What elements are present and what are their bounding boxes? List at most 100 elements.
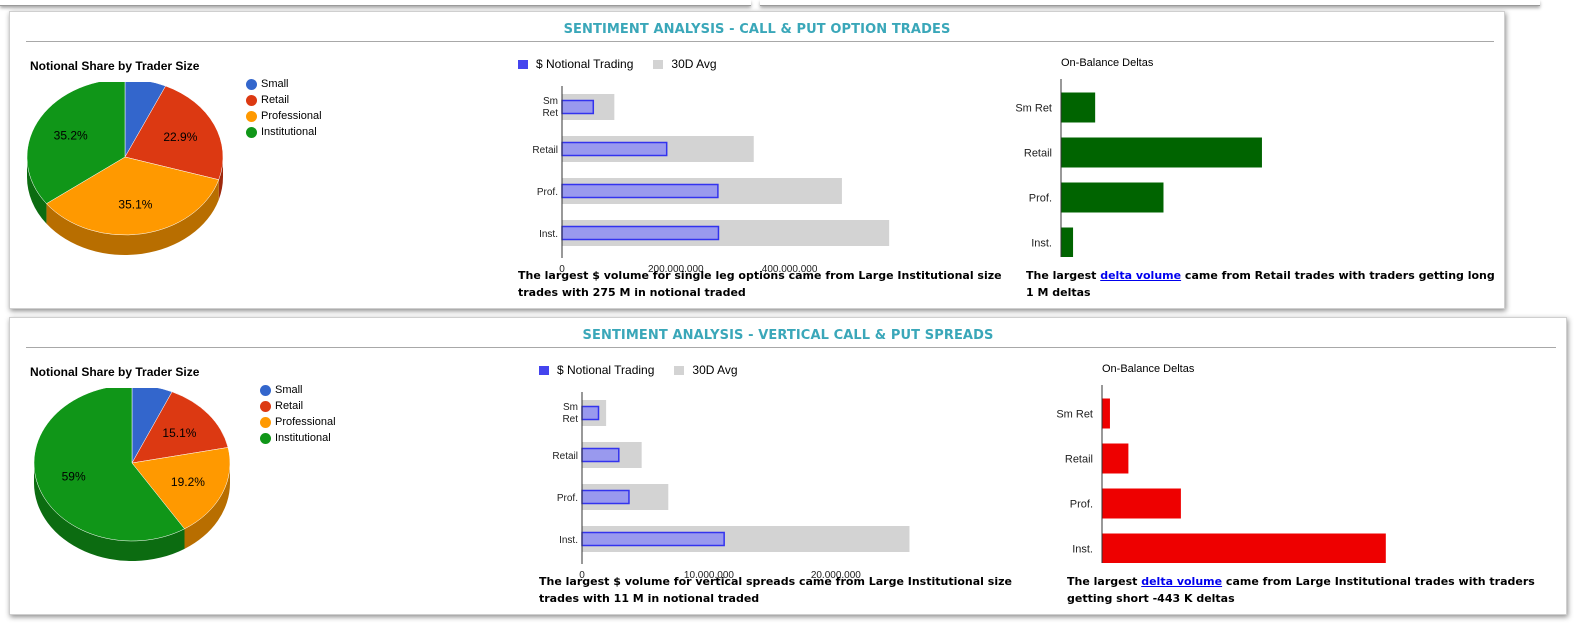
- pie-legend: Small Retail Professional Institutional: [246, 76, 322, 140]
- legend-dot: [246, 94, 257, 106]
- legend-swatch-avg: [674, 365, 685, 375]
- delta-bar-prof: [1061, 182, 1164, 213]
- pie-slice-retail: [131, 391, 229, 464]
- pie-slice-side-professional: [46, 179, 219, 255]
- legend-item-small: Small: [260, 382, 336, 398]
- pie-slice-label: 19.2%: [171, 475, 205, 489]
- legend-label: Small: [275, 384, 303, 396]
- y-tick-label: Retail: [532, 145, 558, 156]
- notional-bar-inst: [581, 531, 725, 547]
- pie-slice-label: 59%: [62, 469, 86, 483]
- pie-slice-institutional: [33, 388, 185, 542]
- delta-volume-link[interactable]: delta volume: [1100, 269, 1182, 282]
- pie-slice-side-professional: [184, 463, 230, 549]
- legend-label-notional: $ Notional Trading: [536, 57, 634, 71]
- legend-swatch-notional: [518, 59, 528, 69]
- delta-bar-smret: [1061, 92, 1096, 123]
- legend-label: Professional: [261, 110, 322, 122]
- pie-slice-retail: [124, 85, 224, 180]
- y-tick-label: Sm: [543, 96, 558, 107]
- delta-volume-link[interactable]: delta volume: [1141, 575, 1223, 588]
- legend-item-institutional: Institutional: [246, 124, 322, 140]
- y-tick-label: Inst.: [1072, 544, 1093, 556]
- on-balance-deltas-chart: Sm Ret Retail Prof. Inst.: [1015, 79, 1262, 257]
- legend-label: Institutional: [261, 126, 317, 138]
- legend-dot: [246, 110, 257, 122]
- legend-label: Institutional: [275, 432, 331, 444]
- x-tick-label: 10,000,000: [684, 570, 734, 578]
- legend-item-professional: Professional: [246, 108, 322, 124]
- y-tick-label: Retail: [1065, 454, 1093, 466]
- notional-bar-prof: [561, 183, 719, 199]
- y-tick-label: Sm Ret: [1056, 409, 1093, 421]
- notional-caption: The largest $ volume for vertical spread…: [539, 575, 1012, 605]
- delta-chart-title: On-Balance Deltas: [1102, 363, 1195, 375]
- y-tick-label: Prof.: [1029, 193, 1052, 205]
- legend-item-professional: Professional: [260, 414, 336, 430]
- x-tick-label: 20,000,000: [811, 570, 861, 578]
- legend-label-notional: $ Notional Trading: [557, 363, 655, 377]
- y-tick-label: Ret: [562, 414, 578, 425]
- legend-dot: [260, 416, 271, 428]
- x-tick-label: 200,000,000: [648, 264, 704, 272]
- legend-item-retail: Retail: [260, 398, 336, 414]
- x-tick-label: 0: [579, 570, 585, 578]
- delta-bar-inst: [1102, 533, 1386, 563]
- y-tick-label: Inst.: [1031, 238, 1052, 250]
- x-tick-label: 0: [559, 264, 565, 272]
- legend-label: Small: [261, 78, 289, 90]
- y-tick-label: Prof.: [557, 493, 578, 504]
- pie-slice-institutional: [26, 82, 126, 204]
- panel-vertical-spreads: SENTIMENT ANALYSIS - VERTICAL CALL & PUT…: [9, 317, 1567, 615]
- notional-share-pie-chart: 15.1% 19.2% 59%: [33, 388, 231, 561]
- notional-bar-retail: [581, 447, 620, 463]
- legend-label: Professional: [275, 416, 336, 428]
- y-tick-label: Sm Ret: [1015, 103, 1052, 115]
- pie-legend: Small Retail Professional Institutional: [260, 382, 336, 446]
- previous-panel-edge: [0, 0, 751, 6]
- pie-title: Notional Share by Trader Size: [30, 59, 200, 73]
- y-tick-label: Retail: [552, 451, 578, 462]
- legend-dot: [260, 432, 271, 444]
- y-tick-label: Retail: [1024, 148, 1052, 160]
- pie-slice-label: 35.1%: [118, 198, 152, 212]
- legend-dot: [246, 126, 257, 138]
- pie-slice-professional: [131, 447, 231, 530]
- notional-bar-smret: [581, 405, 600, 421]
- legend-dot: [260, 400, 271, 412]
- title-divider: [26, 347, 1556, 348]
- legend-label-avg: 30D Avg: [671, 57, 717, 71]
- delta-caption-post: came from Large Institutional trades wit…: [1067, 575, 1535, 605]
- legend-swatch-avg: [653, 59, 664, 69]
- pie-slice-side-institutional: [27, 157, 47, 224]
- legend-dot: [246, 78, 257, 90]
- panel-call-put-options: SENTIMENT ANALYSIS - CALL & PUT OPTION T…: [9, 11, 1505, 309]
- delta-caption-pre: The largest: [1067, 575, 1142, 588]
- notional-bar-retail: [561, 141, 668, 157]
- legend-item-small: Small: [246, 76, 322, 92]
- delta-caption-pre: The largest: [1026, 269, 1101, 282]
- delta-caption: The largest delta volume came from Retai…: [1026, 267, 1501, 301]
- delta-bar-prof: [1102, 488, 1181, 519]
- legend-label: Retail: [275, 400, 304, 412]
- delta-bar-retail: [1061, 137, 1262, 168]
- y-tick-label: Inst.: [539, 229, 558, 240]
- y-tick-label: Inst.: [559, 535, 578, 546]
- legend-label: Retail: [261, 94, 290, 106]
- pie-slice-label: 15.1%: [162, 426, 196, 440]
- y-tick-label: Prof.: [537, 187, 558, 198]
- on-balance-deltas-chart: Sm Ret Retail Prof. Inst.: [1056, 385, 1386, 563]
- legend-dot: [260, 384, 271, 396]
- delta-chart-title: On-Balance Deltas: [1061, 57, 1154, 69]
- pie-slice-label: 22.9%: [163, 130, 197, 144]
- y-tick-label: Ret: [542, 108, 558, 119]
- notional-caption: The largest $ volume for single leg opti…: [518, 269, 1002, 299]
- bar-legend: $ Notional Trading 30D Avg: [518, 57, 717, 71]
- legend-swatch-notional: [539, 365, 549, 375]
- previous-panel-edge: [760, 0, 1540, 6]
- pie-title: Notional Share by Trader Size: [30, 365, 200, 379]
- pie-slice-label: 35.2%: [54, 128, 88, 142]
- title-divider: [26, 41, 1494, 42]
